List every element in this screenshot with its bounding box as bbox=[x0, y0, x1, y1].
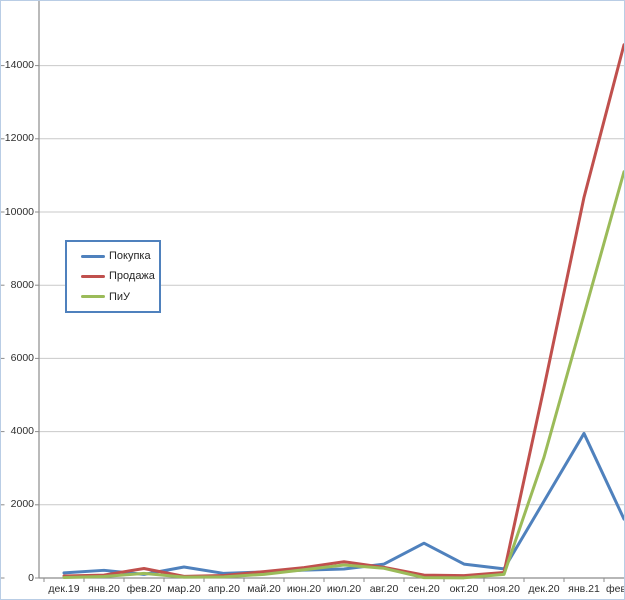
x-axis-label-6: июн.20 bbox=[286, 583, 322, 595]
legend-line-swatch-prodazha bbox=[81, 274, 105, 278]
legend-label-pokupka: Покупка bbox=[109, 250, 151, 263]
y-axis-label-12000: 12000 bbox=[4, 132, 34, 145]
x-axis-label-0: дек.19 bbox=[48, 583, 80, 595]
y-axis-label-2000: 2000 bbox=[10, 498, 34, 511]
x-axis-label-4: апр.20 bbox=[208, 583, 240, 595]
x-axis-label-9: сен.20 bbox=[408, 583, 440, 595]
x-axis-label-1: янв.20 bbox=[88, 583, 120, 595]
x-axis-label-13: янв.21 bbox=[568, 583, 600, 595]
legend-line-swatch-piu bbox=[81, 295, 105, 299]
y-axis-label-14000: 14000 bbox=[4, 59, 34, 72]
legend-label-piu: ПиУ bbox=[109, 290, 131, 303]
x-axis-label-10: окт.20 bbox=[449, 583, 479, 595]
series-line-0-Покупка bbox=[62, 431, 624, 576]
x-axis-label-8: авг.20 bbox=[369, 583, 399, 595]
legend-item-piu: ПиУ bbox=[81, 291, 159, 303]
legend-item-pokupka: Покупка bbox=[81, 250, 159, 262]
x-axis-label-14: фев bbox=[605, 583, 625, 595]
legend-item-prodazha: Продажа bbox=[81, 270, 159, 282]
y-axis-label-0: 0 bbox=[28, 571, 34, 584]
y-axis-label-8000: 8000 bbox=[10, 278, 34, 291]
x-axis-label-3: мар.20 bbox=[167, 583, 201, 595]
series-line-1-Продажа bbox=[62, 43, 624, 578]
legend: Покупка Продажа ПиУ bbox=[65, 240, 161, 313]
y-axis-label-6000: 6000 bbox=[10, 351, 34, 364]
y-axis-label-4000: 4000 bbox=[10, 425, 34, 438]
series-line-2-ПиУ bbox=[62, 170, 624, 580]
x-axis-label-2: фев.20 bbox=[126, 583, 162, 595]
legend-line-swatch-pokupka bbox=[81, 254, 105, 258]
x-axis-label-11: ноя.20 bbox=[488, 583, 520, 595]
x-axis-label-7: июл.20 bbox=[326, 583, 362, 595]
x-axis-label-5: май.20 bbox=[247, 583, 281, 595]
y-axis-label-10000: 10000 bbox=[4, 205, 34, 218]
x-axis-label-12: дек.20 bbox=[528, 583, 560, 595]
legend-label-prodazha: Продажа bbox=[109, 270, 155, 283]
